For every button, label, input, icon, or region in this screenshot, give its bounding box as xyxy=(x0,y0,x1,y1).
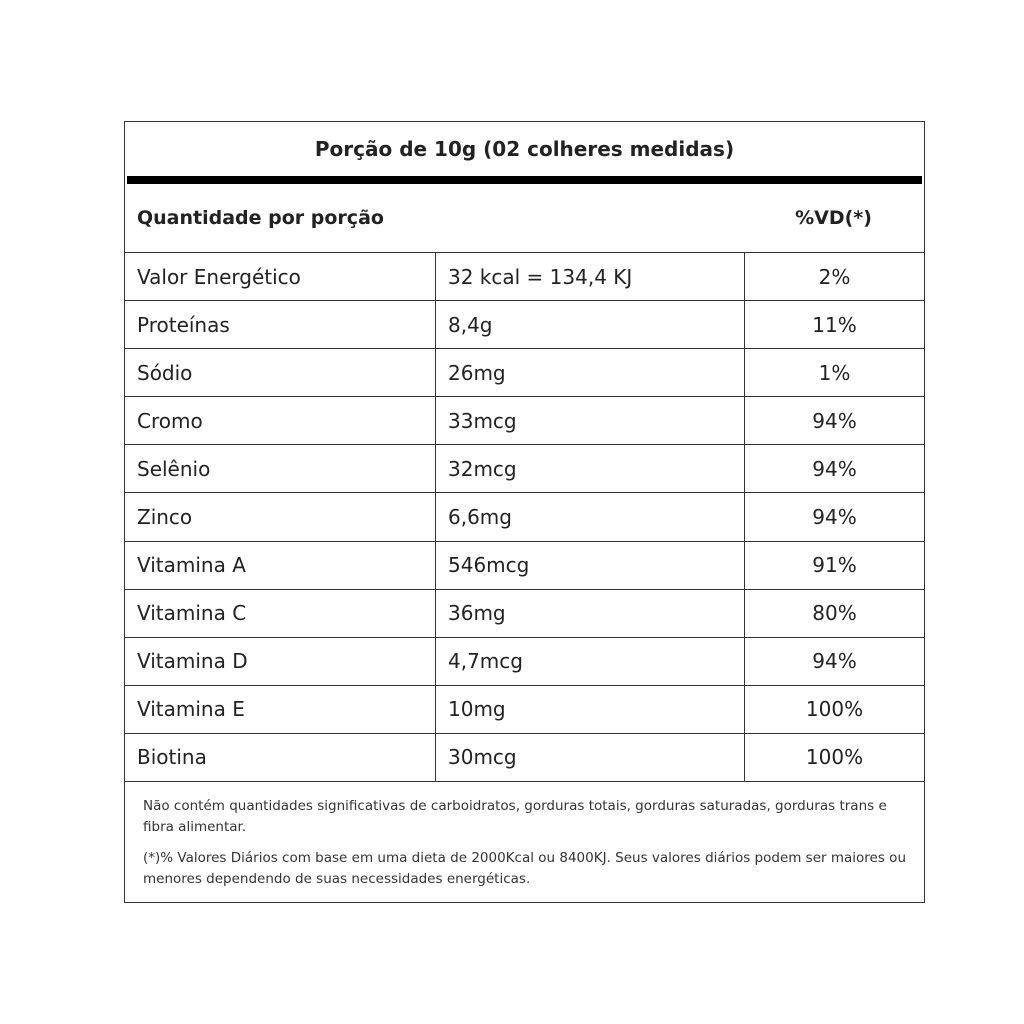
nutrient-dv: 2% xyxy=(818,264,851,289)
header-dv: %VD(*) xyxy=(795,207,872,229)
nutrient-dv: 94% xyxy=(812,408,857,433)
table-row: Selênio 32mcg 94% xyxy=(125,445,924,494)
nutrient-name: Vitamina C xyxy=(125,589,436,637)
nutrient-amount: 36mg xyxy=(436,589,745,637)
nutrient-amount: 10mg xyxy=(436,685,745,733)
nutrient-name: Vitamina E xyxy=(125,685,436,733)
table-row: Vitamina C 36mg 80% xyxy=(125,589,924,638)
nutrient-amount: 4,7mcg xyxy=(436,637,745,685)
nutrient-amount: 33mcg xyxy=(436,397,745,445)
nutrient-name: Vitamina D xyxy=(125,637,436,685)
table-header: Quantidade por porção %VD(*) xyxy=(125,184,924,253)
nutrient-name: Sódio xyxy=(125,349,436,397)
nutrient-dv: 100% xyxy=(805,745,864,770)
nutrient-amount: 30mcg xyxy=(436,733,745,782)
nutrient-dv: 11% xyxy=(812,312,857,337)
nutrient-amount: 6,6mg xyxy=(436,493,745,541)
nutrient-name: Zinco xyxy=(125,493,436,541)
footnote: (*)% Valores Diários com base em uma die… xyxy=(143,850,907,888)
nutrient-name: Valor Energético xyxy=(125,253,436,301)
table-row: Vitamina A 546mcg 91% xyxy=(125,541,924,590)
table-row: Sódio 26mg 1% xyxy=(125,349,924,398)
table-row: Valor Energético 32 kcal = 134,4 KJ 2% xyxy=(125,253,924,302)
nutrient-dv: 91% xyxy=(812,553,857,578)
nutrient-amount: 32 kcal = 134,4 KJ xyxy=(436,253,745,301)
nutrient-dv: 94% xyxy=(812,505,857,530)
table-row: Biotina 30mcg 100% xyxy=(125,733,924,783)
nutrient-amount: 32mcg xyxy=(436,445,745,493)
footnote: Não contém quantidades significativas de… xyxy=(143,798,887,836)
table-row: Vitamina D 4,7mcg 94% xyxy=(125,637,924,686)
nutrient-name: Biotina xyxy=(125,733,436,782)
nutrient-amount: 8,4g xyxy=(436,301,745,349)
nutrient-name: Proteínas xyxy=(125,301,436,349)
nutrition-table: Porção de 10g (02 colheres medidas) Quan… xyxy=(124,121,925,903)
table-row: Proteínas 8,4g 11% xyxy=(125,301,924,350)
nutrient-dv: 94% xyxy=(812,456,857,481)
table-row: Vitamina E 10mg 100% xyxy=(125,685,924,734)
nutrient-amount: 26mg xyxy=(436,349,745,397)
nutrient-amount: 546mcg xyxy=(436,541,745,589)
serving-title: Porção de 10g (02 colheres medidas) xyxy=(314,137,735,161)
header-quantity: Quantidade por porção xyxy=(137,207,384,229)
nutrient-name: Cromo xyxy=(125,397,436,445)
nutrient-dv: 100% xyxy=(805,697,864,722)
divider-bar xyxy=(127,176,922,184)
footnotes: Não contém quantidades significativas de… xyxy=(125,782,924,890)
nutrient-dv: 1% xyxy=(818,360,851,385)
nutrient-name: Vitamina A xyxy=(125,541,436,589)
nutrient-dv: 80% xyxy=(812,601,857,626)
table-body: Valor Energético 32 kcal = 134,4 KJ 2% Prot… xyxy=(125,253,924,783)
table-row: Cromo 33mcg 94% xyxy=(125,397,924,446)
nutrient-dv: 94% xyxy=(812,649,857,674)
nutrient-name: Selênio xyxy=(125,445,436,493)
table-row: Zinco 6,6mg 94% xyxy=(125,493,924,542)
